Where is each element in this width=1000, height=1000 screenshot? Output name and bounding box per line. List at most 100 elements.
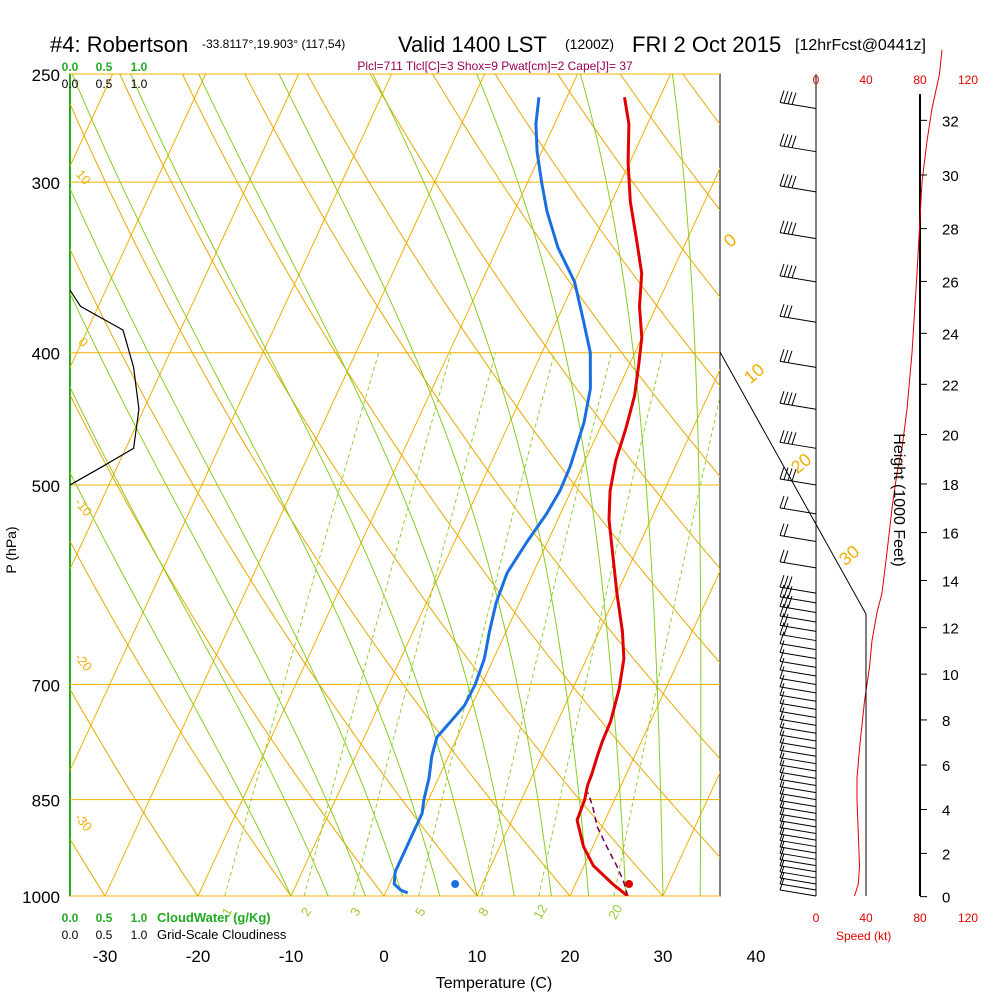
wind-barb xyxy=(779,666,817,686)
wind-barb-flag xyxy=(783,174,789,187)
wind-barb xyxy=(779,90,817,110)
wind-barb-flag xyxy=(787,392,793,405)
pressure-tick-label: 1000 xyxy=(22,888,60,907)
wind-barb-flag xyxy=(779,622,785,635)
wind-barb-flag xyxy=(787,91,793,105)
wind-barb-flag xyxy=(779,549,785,563)
wind-barb-flag xyxy=(791,222,797,235)
temperature-tick-label: 30 xyxy=(654,947,673,966)
wind-barb-staff xyxy=(779,686,817,694)
wind-barb-staff xyxy=(779,718,817,726)
wind-barb-flag xyxy=(779,523,785,536)
moist-adiabat-line xyxy=(671,74,702,896)
wind-barb-flag xyxy=(787,576,793,589)
speed-tick-top: 0 xyxy=(813,73,820,87)
wind-barb-staff xyxy=(779,606,817,614)
wind-barb-staff xyxy=(779,478,817,486)
wind-barb-flag xyxy=(779,304,785,317)
height-tick-label: 22 xyxy=(942,377,959,394)
dry-adiabat-line xyxy=(70,393,385,896)
speed-tick-top: 40 xyxy=(859,73,873,87)
dry-adiabat-line xyxy=(70,248,478,896)
cloudiness-tick-bottom: 1.0 xyxy=(131,928,148,942)
wind-barb xyxy=(779,760,817,779)
cloudwater-tick-bottom: 1.0 xyxy=(131,911,148,925)
wind-barb-staff xyxy=(779,840,817,848)
wind-barb-flag xyxy=(787,134,793,148)
wind-barb-staff xyxy=(779,726,817,734)
dry-adiabat-label: 0 xyxy=(720,230,741,252)
wind-barb xyxy=(779,622,817,642)
isotherm-side-label: 0 xyxy=(75,335,91,350)
cloudiness-line xyxy=(70,289,140,486)
wind-barb xyxy=(779,691,817,710)
moist-adiabat-line xyxy=(70,292,366,896)
wind-barb-staff xyxy=(779,827,817,835)
wind-barb-staff xyxy=(779,742,817,750)
wind-barb-flag xyxy=(783,496,789,509)
wind-barb xyxy=(779,730,817,750)
wind-barb-flag xyxy=(779,133,785,146)
wind-barb xyxy=(779,815,817,835)
wind-barb-flag xyxy=(787,468,793,481)
temperature-tick-label: 0 xyxy=(379,947,388,966)
wind-barb-flag xyxy=(783,613,789,627)
height-tick-label: 10 xyxy=(942,667,959,684)
mixing-ratio-label: 2 xyxy=(298,905,315,919)
wind-barb xyxy=(779,707,817,726)
wind-barb-flag xyxy=(783,604,789,617)
wind-barb xyxy=(779,220,817,240)
mixing-ratio-label: 3 xyxy=(347,905,364,919)
height-tick-label: 30 xyxy=(942,168,959,185)
dry-adiabat-line xyxy=(119,74,664,896)
wind-barb-staff xyxy=(779,678,817,686)
moist-adiabat-line xyxy=(278,74,552,896)
isotherm-line xyxy=(756,74,1000,896)
height-tick-label: 28 xyxy=(942,222,959,239)
height-tick-label: 26 xyxy=(942,274,959,291)
cloudiness-tick-bottom: 0.5 xyxy=(96,928,113,942)
dry-adiabat-line xyxy=(70,688,199,896)
wind-barb xyxy=(779,657,817,677)
wind-barb-staff xyxy=(779,185,817,193)
wind-barb-flag xyxy=(779,722,785,736)
height-tick-label: 32 xyxy=(942,113,959,130)
wind-barb-flag xyxy=(783,91,789,104)
wind-barb xyxy=(779,821,817,841)
wind-barb xyxy=(779,722,817,742)
height-tick-label: 0 xyxy=(942,890,950,907)
cloudiness-tick-bottom: 0.0 xyxy=(62,928,79,942)
cloudwater-label: CloudWater (g/Kg) xyxy=(157,910,271,925)
wind-barb-flag xyxy=(787,586,793,599)
station-coords: -33.8117°,19.903° (117,54) xyxy=(202,37,345,51)
wind-barb-flag xyxy=(779,584,785,598)
dry-adiabat-line xyxy=(432,74,720,478)
wind-barb-flag xyxy=(779,657,785,671)
wind-barb-staff xyxy=(779,586,817,594)
wind-barb-flag xyxy=(791,175,797,189)
wind-barb-flag xyxy=(779,391,785,404)
height-axis-label: Height (1000 Feet) xyxy=(890,433,907,566)
wind-barb-staff xyxy=(779,820,817,828)
pressure-tick-label: 500 xyxy=(32,477,60,496)
wind-barb-staff xyxy=(779,652,817,660)
wind-barb-flag xyxy=(791,393,797,406)
wind-barb-flag xyxy=(779,220,785,233)
wind-barb-staff xyxy=(779,749,817,757)
zulu-time: (1200Z) xyxy=(565,36,614,52)
wind-barb-flag xyxy=(779,263,785,277)
wind-barb-flag xyxy=(791,468,797,482)
temperature-tick-label: 40 xyxy=(747,947,766,966)
wind-barb-flag xyxy=(783,467,789,480)
height-tick-label: 14 xyxy=(942,573,959,590)
wind-barb-flag xyxy=(791,92,797,105)
wind-barb-staff xyxy=(779,833,817,841)
wind-barb xyxy=(779,430,817,449)
dry-adiabat-line xyxy=(70,540,292,896)
isotherm-line xyxy=(0,74,20,896)
wind-barb xyxy=(779,549,817,569)
wind-barb-flag xyxy=(787,350,793,363)
wind-barb-staff xyxy=(779,877,817,885)
dry-adiabat-label: 20 xyxy=(787,449,815,477)
